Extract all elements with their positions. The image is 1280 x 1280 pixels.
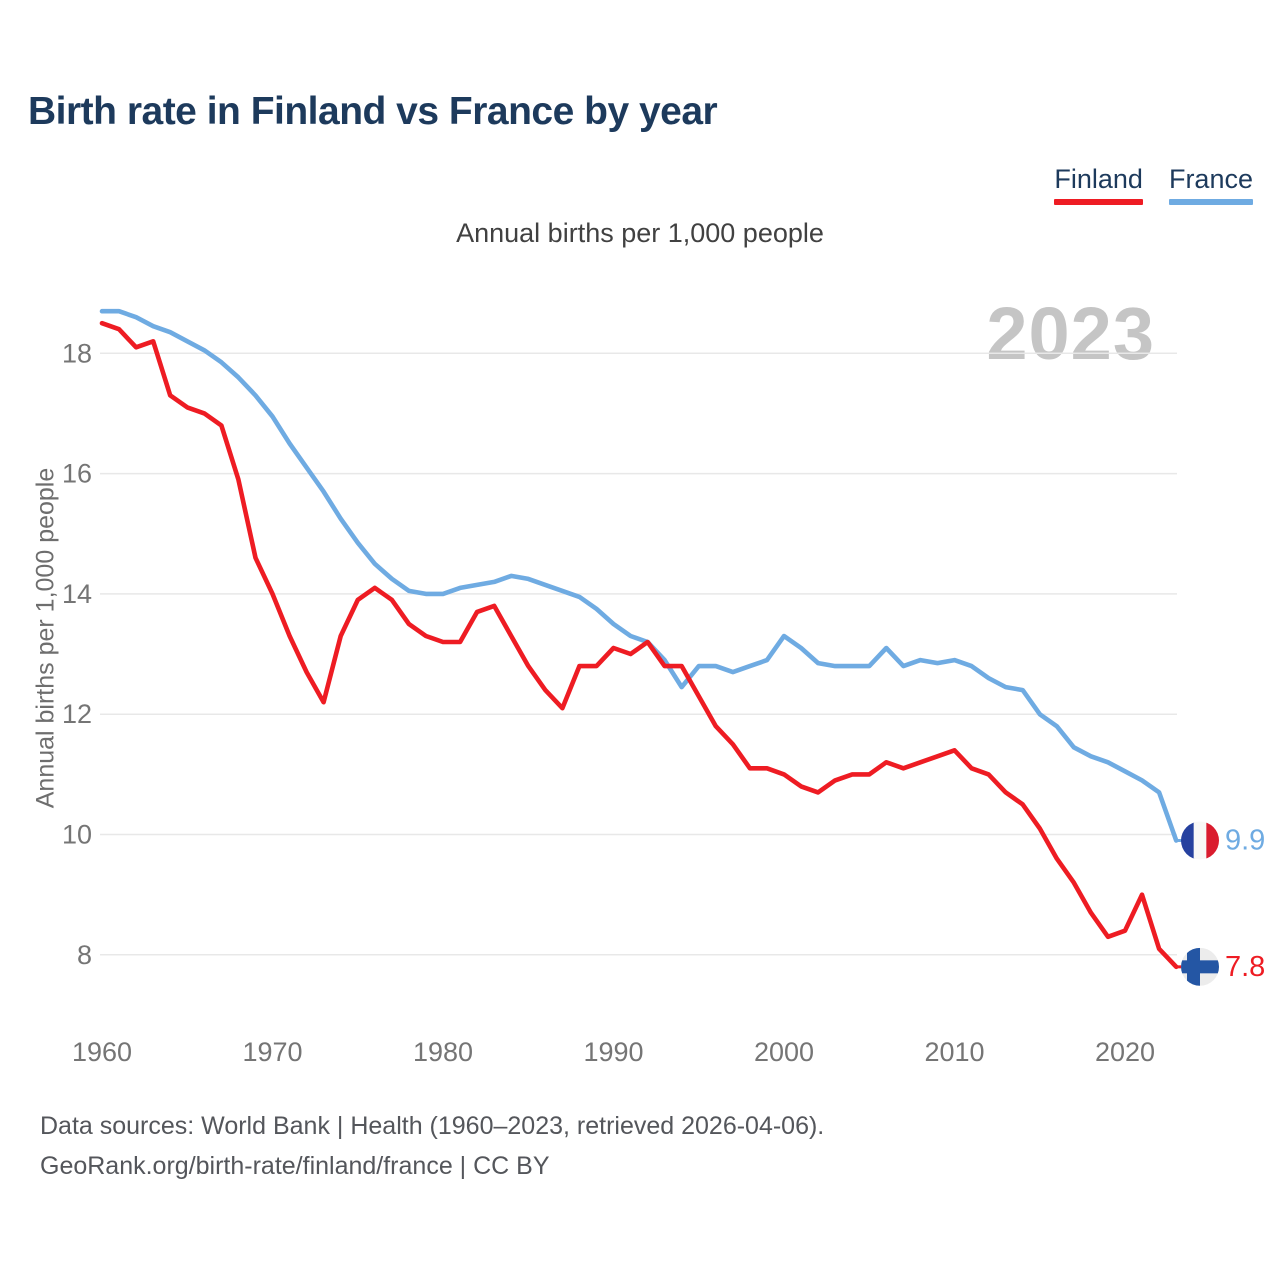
france-end-value: 9.9 [1225,825,1265,857]
x-tick-label-1970: 1970 [242,1037,302,1067]
footer-attribution: GeoRank.org/birth-rate/finland/france | … [40,1152,550,1180]
x-tick-label-2010: 2010 [924,1037,984,1067]
legend-label-france: France [1168,164,1253,194]
footer-sources: Data sources: World Bank | Health (1960–… [40,1112,825,1140]
france-flag-icon [1181,821,1219,860]
y-tick-label-14: 14 [62,579,92,609]
france-line [99,308,1179,843]
footer: Data sources: World Bank | Health (1960–… [40,1106,824,1186]
x-tick-label-1980: 1980 [413,1037,473,1067]
legend-underline-finland [1054,198,1143,205]
x-tick-label-1960: 1960 [72,1037,132,1067]
y-tick-label-10: 10 [62,820,92,850]
y-tick-label-16: 16 [62,459,92,489]
y-tick-label-12: 12 [62,699,92,729]
page-title: Birth rate in Finland vs France by year [28,90,718,133]
legend-item-finland[interactable]: Finland [1054,164,1143,205]
year-watermark: 2023 [986,292,1155,375]
finland-end-value: 7.8 [1225,951,1265,983]
finland-flag-icon [1181,947,1219,986]
legend-label-finland: Finland [1054,164,1143,194]
x-tick-label-1990: 1990 [583,1037,643,1067]
y-tick-label-8: 8 [77,940,92,970]
finland-line [99,320,1179,970]
legend-underline-france [1168,198,1253,205]
legend: Finland France [1054,164,1253,205]
x-tick-label-2000: 2000 [754,1037,814,1067]
x-tick-label-2020: 2020 [1095,1037,1155,1067]
y-tick-label-18: 18 [62,338,92,368]
legend-item-france[interactable]: France [1168,164,1253,205]
chart-subtitle: Annual births per 1,000 people [456,218,824,248]
